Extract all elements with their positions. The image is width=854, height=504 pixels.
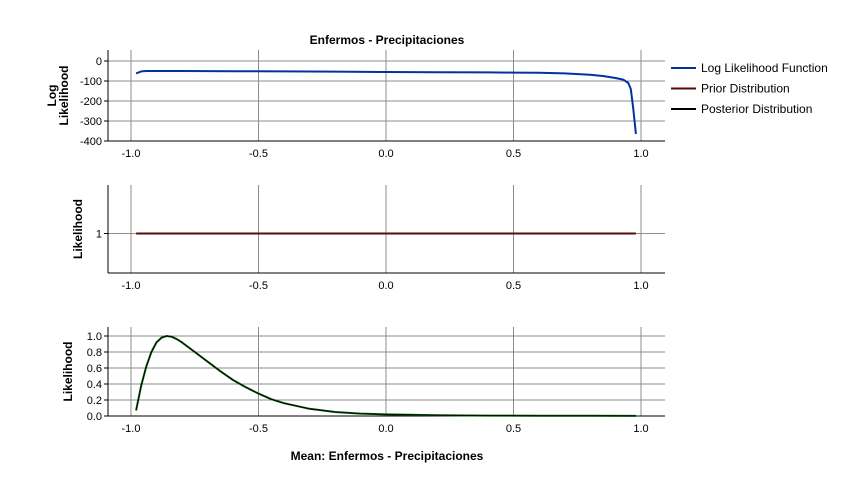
x-axis-title: Mean: Enfermos - Precipitaciones	[291, 449, 484, 463]
y-axis-title: Likelihood	[71, 199, 85, 259]
x-tick-label: 0.0	[378, 148, 393, 160]
x-tick-label: 1.0	[633, 148, 648, 160]
chart-title: Enfermos - Precipitaciones	[310, 33, 465, 47]
legend-label: Log Likelihood Function	[701, 61, 828, 75]
legend-label: Posterior Distribution	[701, 102, 812, 116]
legend: Log Likelihood Function Prior Distributio…	[671, 61, 828, 116]
x-tick-label: 0.5	[506, 148, 521, 160]
y-tick-label: 0.8	[87, 347, 102, 359]
x-tick-label: 1.0	[633, 423, 648, 435]
prior-panel: 1 -1.0 -0.5 0.0 0.5 1.0 Likelihood	[71, 185, 665, 292]
x-tick-label: -1.0	[122, 280, 141, 292]
y-axis-title: LogLikelihood	[45, 66, 71, 126]
y-tick-label: 0.4	[87, 379, 102, 391]
x-tick-label: -0.5	[249, 423, 268, 435]
x-tick-label: 0.5	[506, 423, 521, 435]
x-tick-label: 0.5	[506, 280, 521, 292]
x-tick-label: 0.0	[378, 280, 393, 292]
x-tick-label: -0.5	[249, 280, 268, 292]
log-likelihood-panel: 0 -100 -200 -300 -400 -1.0 -0.5 0.0 0.5 1.0 LogLik…	[45, 50, 665, 160]
x-tick-label: 1.0	[633, 280, 648, 292]
y-tick-label: -100	[80, 76, 102, 88]
series-line	[135, 70, 637, 135]
y-tick-label: -200	[80, 96, 102, 108]
x-tick-label: 0.0	[378, 423, 393, 435]
series-line-overlay	[135, 335, 636, 417]
y-tick-label: -400	[80, 136, 102, 148]
x-tick-label: -0.5	[249, 148, 268, 160]
legend-label: Prior Distribution	[701, 82, 790, 96]
y-tick-label: 0.2	[87, 395, 102, 407]
y-tick-label: 1	[96, 229, 102, 241]
y-tick-label: 1.0	[87, 331, 102, 343]
x-tick-label: -1.0	[122, 423, 141, 435]
posterior-panel: 0.0 0.2 0.4 0.6 0.8 1.0 -1.0 -0.5 0.0 0.5 1.0 Likel…	[61, 327, 665, 435]
y-tick-label: 0.6	[87, 363, 102, 375]
y-tick-label: -300	[80, 116, 102, 128]
x-tick-label: -1.0	[122, 148, 141, 160]
y-axis-title: Likelihood	[61, 342, 75, 402]
y-tick-label: 0.0	[87, 411, 102, 423]
y-tick-label: 0	[96, 56, 102, 68]
